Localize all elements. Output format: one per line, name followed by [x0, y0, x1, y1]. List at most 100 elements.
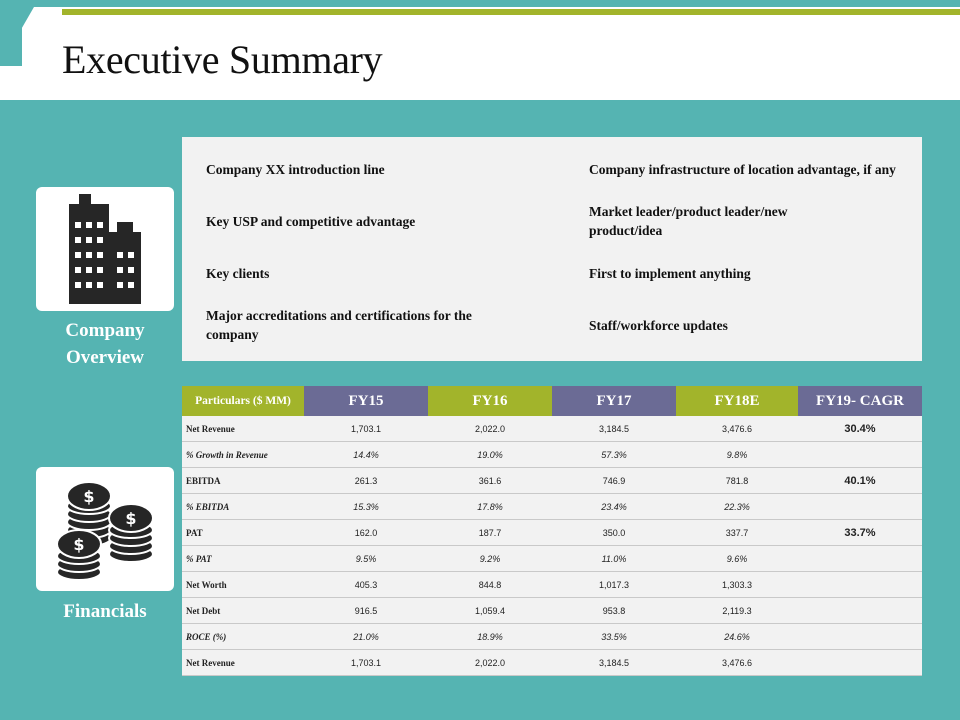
overview-right-item-2: Market leader/product leader/new product…	[589, 204, 788, 238]
row-value: 17.8%	[428, 493, 552, 520]
row-value: 33.5%	[552, 623, 676, 650]
row-value: 3,476.6	[676, 416, 798, 442]
row-value: 337.7	[676, 519, 798, 546]
coins-icon: $ $ $	[56, 481, 154, 581]
table-row: Net Revenue 1,703.1 2,022.0 3,184.5 3,476.6	[182, 649, 922, 676]
row-value: 405.3	[304, 571, 428, 598]
table-row: PAT 162.0 187.7 350.0 337.7 33.7%	[182, 519, 922, 546]
row-label: Net Revenue	[182, 649, 304, 676]
row-cagr	[798, 441, 922, 468]
svg-text:$: $	[83, 487, 94, 506]
header-fy15: FY15	[304, 386, 428, 416]
table-row: Net Revenue 1,703.1 2,022.0 3,184.5 3,476.6 3…	[182, 416, 922, 442]
financials-header-row: Particulars ($ MM) FY15 FY16 FY17 FY18E …	[182, 386, 922, 416]
header-corner-slant	[0, 0, 38, 66]
header-fy17: FY17	[552, 386, 676, 416]
row-value: 2,022.0	[428, 416, 552, 442]
row-value: 162.0	[304, 519, 428, 546]
header-teal-stripe	[0, 0, 960, 7]
table-row: ROCE (%) 21.0% 18.9% 33.5% 24.6%	[182, 623, 922, 650]
table-row: % PAT 9.5% 9.2% 11.0% 9.6%	[182, 545, 922, 572]
row-value: 916.5	[304, 597, 428, 624]
row-cagr: 40.1%	[798, 467, 922, 494]
header-particulars: Particulars ($ MM)	[182, 386, 304, 416]
row-value: 1,059.4	[428, 597, 552, 624]
row-value: 2,119.3	[676, 597, 798, 624]
row-label: % Growth in Revenue	[182, 441, 304, 468]
row-value: 350.0	[552, 519, 676, 546]
financials-icon-box: $ $ $	[36, 467, 174, 591]
company-overview-label-line1: Company	[65, 320, 145, 341]
overview-right-item-1: Company infrastructure of location advan…	[589, 161, 896, 177]
company-overview-panel: Company XX introduction line Key USP and…	[182, 137, 922, 361]
row-value: 14.4%	[304, 441, 428, 468]
row-label: Net Debt	[182, 597, 304, 624]
overview-left-item-1: Company XX introduction line	[206, 161, 385, 177]
row-cagr: 30.4%	[798, 416, 922, 442]
row-value: 21.0%	[304, 623, 428, 650]
row-value: 9.2%	[428, 545, 552, 572]
financials-table-body: Net Revenue 1,703.1 2,022.0 3,184.5 3,476.6 3…	[182, 416, 922, 676]
row-value: 11.0%	[552, 545, 676, 572]
header-green-stripe	[62, 9, 960, 15]
row-value: 953.8	[552, 597, 676, 624]
row-value: 15.3%	[304, 493, 428, 520]
company-overview-label: Company Overview	[36, 317, 174, 371]
row-value: 746.9	[552, 467, 676, 494]
row-value: 9.5%	[304, 545, 428, 572]
header-bar	[0, 0, 960, 100]
page-title: Executive Summary	[62, 37, 383, 82]
row-value: 1,703.1	[304, 416, 428, 442]
buildings-icon	[69, 194, 141, 304]
overview-left-item-2: Key USP and competitive advantage	[206, 213, 416, 229]
row-cagr	[798, 571, 922, 598]
row-label: EBITDA	[182, 467, 304, 494]
financials-table: Particulars ($ MM) FY15 FY16 FY17 FY18E …	[182, 386, 922, 676]
row-value: 1,303.3	[676, 571, 798, 598]
row-cagr: 33.7%	[798, 519, 922, 546]
svg-text:$: $	[125, 509, 136, 528]
company-overview-icon-box	[36, 187, 174, 311]
table-row: % EBITDA 15.3% 17.8% 23.4% 22.3%	[182, 493, 922, 520]
overview-right-item-4: Staff/workforce updates	[589, 317, 728, 333]
row-label: % PAT	[182, 545, 304, 572]
company-overview-label-line2: Overview	[65, 347, 145, 368]
row-value: 19.0%	[428, 441, 552, 468]
header-fy19-cagr: FY19- CAGR	[798, 386, 922, 416]
row-value: 3,476.6	[676, 649, 798, 676]
header-fy18e: FY18E	[676, 386, 798, 416]
table-row: EBITDA 261.3 361.6 746.9 781.8 40.1%	[182, 467, 922, 494]
row-value: 361.6	[428, 467, 552, 494]
row-value: 24.6%	[676, 623, 798, 650]
row-cagr	[798, 545, 922, 572]
header-fy16: FY16	[428, 386, 552, 416]
row-value: 9.6%	[676, 545, 798, 572]
table-row: Net Debt 916.5 1,059.4 953.8 2,119.3	[182, 597, 922, 624]
row-value: 1,017.3	[552, 571, 676, 598]
row-cagr	[798, 493, 922, 520]
overview-right-item-3: First to implement anything	[589, 265, 751, 281]
row-value: 781.8	[676, 467, 798, 494]
row-value: 1,703.1	[304, 649, 428, 676]
row-value: 18.9%	[428, 623, 552, 650]
row-value: 9.8%	[676, 441, 798, 468]
overview-left-item-3: Key clients	[206, 265, 270, 281]
row-label: PAT	[182, 519, 304, 546]
table-row: % Growth in Revenue 14.4% 19.0% 57.3% 9.8%	[182, 441, 922, 468]
row-value: 261.3	[304, 467, 428, 494]
row-value: 2,022.0	[428, 649, 552, 676]
row-cagr	[798, 597, 922, 624]
row-label: Net Revenue	[182, 416, 304, 442]
row-value: 23.4%	[552, 493, 676, 520]
row-label: % EBITDA	[182, 493, 304, 520]
row-value: 187.7	[428, 519, 552, 546]
financials-label: Financials	[63, 601, 147, 622]
row-cagr	[798, 649, 922, 676]
row-label: Net Worth	[182, 571, 304, 598]
row-value: 3,184.5	[552, 416, 676, 442]
row-cagr	[798, 623, 922, 650]
row-value: 844.8	[428, 571, 552, 598]
table-row: Net Worth 405.3 844.8 1,017.3 1,303.3	[182, 571, 922, 598]
overview-left-item-4: Major accreditations and certifications …	[206, 308, 472, 342]
row-value: 57.3%	[552, 441, 676, 468]
